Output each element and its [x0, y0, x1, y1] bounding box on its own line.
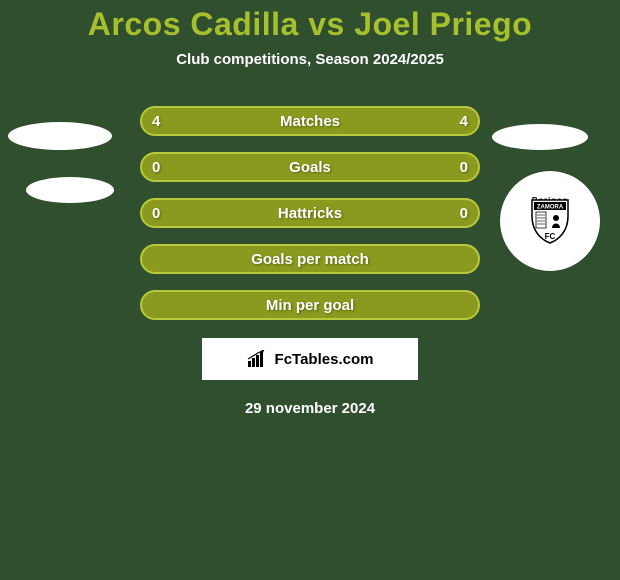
stat-bar-value-right: 0 [460, 205, 468, 222]
title-vs: vs [299, 6, 354, 42]
stat-bar: Goals per match [140, 244, 480, 274]
stat-bar-row: 0 Hattricks 0 [0, 198, 620, 228]
stat-bar-row: 4 Matches 4 [0, 106, 620, 136]
stat-bar: 4 Matches 4 [140, 106, 480, 136]
stat-bar-value-right: 4 [460, 113, 468, 130]
brand-box[interactable]: FcTables.com [202, 338, 418, 380]
brand-text: FcTables.com [275, 351, 374, 368]
stat-bar-value-right: 0 [460, 159, 468, 176]
stat-bar-value-left: 0 [152, 159, 160, 176]
stat-bar-label: Min per goal [266, 297, 354, 314]
stat-bar-label: Hattricks [278, 205, 342, 222]
stat-bar-row: 0 Goals 0 [0, 152, 620, 182]
stat-bar-label: Goals per match [251, 251, 369, 268]
club-fc: FC [545, 232, 556, 241]
stat-bar: 0 Goals 0 [140, 152, 480, 182]
stat-bar-row: Min per goal [0, 290, 620, 320]
page-root: Arcos Cadilla vs Joel Priego Club compet… [0, 0, 620, 580]
stat-bar-row: Goals per match [0, 244, 620, 274]
stat-bar-label: Matches [280, 113, 340, 130]
date-text: 29 november 2024 [0, 400, 620, 417]
subtitle: Club competitions, Season 2024/2025 [0, 51, 620, 68]
title-player-left: Arcos Cadilla [88, 6, 299, 42]
stat-bar-value-left: 0 [152, 205, 160, 222]
stat-bar-label: Goals [289, 159, 331, 176]
stat-bar: 0 Hattricks 0 [140, 198, 480, 228]
stat-bar-value-left: 4 [152, 113, 160, 130]
stat-bar: Min per goal [140, 290, 480, 320]
page-title: Arcos Cadilla vs Joel Priego [0, 0, 620, 43]
title-player-right: Joel Priego [354, 6, 532, 42]
bar-chart-icon [247, 350, 269, 368]
